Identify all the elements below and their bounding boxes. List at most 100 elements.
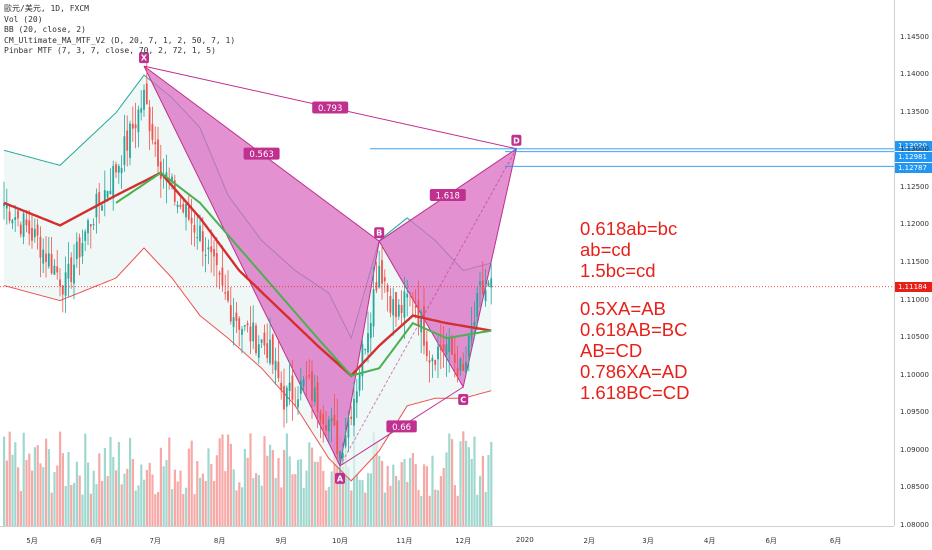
volume-bar <box>137 485 140 526</box>
moving-average-green <box>115 171 492 377</box>
candle-body <box>442 344 445 351</box>
candle-body <box>101 205 103 211</box>
candle-body <box>241 329 243 335</box>
volume-bar <box>313 461 316 526</box>
candle-body <box>322 414 325 424</box>
volume-bar <box>176 481 179 526</box>
legend-volume[interactable]: Vol (20) <box>4 14 43 24</box>
price-tick-label: 1.12000 <box>900 220 929 229</box>
candle-body <box>193 224 196 233</box>
volume-bar <box>131 459 134 526</box>
candle-body <box>98 191 101 205</box>
volume-bar <box>271 449 274 526</box>
volume-bar <box>372 432 375 526</box>
volume-bar <box>73 482 76 526</box>
candle-body <box>210 246 213 253</box>
candle-body <box>490 278 493 288</box>
candle-body <box>383 277 386 282</box>
volume-bar <box>95 484 98 526</box>
candle-body <box>414 305 417 308</box>
candle-body <box>109 190 112 195</box>
candle-body <box>484 290 487 302</box>
point-marker-box <box>458 393 469 405</box>
legend-bollinger[interactable]: BB (20, close, 2) <box>4 25 86 34</box>
volume-bar <box>61 453 64 526</box>
candle-body <box>333 414 336 426</box>
legend-pinbar[interactable]: Pinbar MTF (7, 3, 7, close, 70, 2, 72, 1… <box>4 46 216 55</box>
candle-body <box>358 374 361 391</box>
volume-bar <box>232 469 235 526</box>
candle-body <box>459 358 462 371</box>
price-tick-label: 1.14000 <box>900 70 929 79</box>
volume-bar <box>33 447 36 526</box>
candle-body <box>305 377 308 379</box>
ratio-notes-lower: 0.618ab=bc ab=cd 1.5bc=cd <box>580 218 677 281</box>
candle-body <box>75 241 78 260</box>
price-tick-label: 1.08000 <box>900 521 929 529</box>
legend-ma-mtf[interactable]: CM_Ultimate_MA_MTF_V2 (D, 20, 7, 1, 2, 5… <box>4 35 236 45</box>
volume-bar <box>31 470 34 526</box>
candle-body <box>45 253 47 262</box>
volume-bar <box>81 494 84 526</box>
candle-body <box>263 332 266 346</box>
volume-bar <box>347 467 350 526</box>
candle-body <box>467 335 470 357</box>
volume-bar <box>84 433 87 526</box>
volume-bar <box>481 455 484 526</box>
candle-body <box>143 89 145 110</box>
candle-body <box>487 282 490 287</box>
candle-body <box>271 334 274 365</box>
volume-bar <box>117 442 120 526</box>
note-line: 1.618BC=CD <box>580 382 690 403</box>
volume-bar <box>386 465 389 526</box>
candle-body <box>445 344 448 355</box>
candle-body <box>201 231 204 252</box>
volume-bar <box>11 454 14 526</box>
volume-bar <box>123 473 126 526</box>
candle-body <box>308 374 311 377</box>
volume-bar <box>406 481 409 526</box>
volume-bar <box>434 489 437 526</box>
candle-body <box>319 411 322 421</box>
candle-body <box>154 142 157 145</box>
candle-body <box>89 224 92 227</box>
volume-bar <box>19 491 22 526</box>
volume-bar <box>42 467 45 526</box>
candle-body <box>224 292 227 294</box>
candle-body <box>439 345 442 350</box>
volume-bar <box>445 452 448 526</box>
volume-bar <box>487 455 490 526</box>
volume-bar <box>193 494 196 526</box>
volume-bar <box>344 439 347 526</box>
volume-bar <box>333 436 336 526</box>
volume-bar <box>59 431 62 526</box>
moving-average-red <box>3 171 492 378</box>
volume-bar <box>201 473 204 526</box>
candle-body <box>117 166 120 173</box>
volume-bar <box>274 478 277 526</box>
volume-bar <box>330 471 333 526</box>
volume-bar <box>154 494 157 526</box>
candle-body <box>344 434 347 447</box>
candle-body <box>112 165 115 198</box>
volume-bar <box>246 457 249 526</box>
candle-body <box>453 353 456 364</box>
last-price-label: 1.11184 <box>895 282 932 292</box>
candle-body <box>297 399 299 408</box>
candle-body <box>397 304 400 317</box>
candle-body <box>134 124 137 129</box>
volume-bar <box>358 479 361 526</box>
volume-bar <box>56 465 59 526</box>
time-tick-label: 2月 <box>583 537 595 545</box>
legend-symbol[interactable]: 歐元/美元, 1D, FXCM <box>4 4 89 13</box>
indicator-legend: 歐元/美元, 1D, FXCM Vol (20) BB (20, close, … <box>4 4 235 57</box>
candle-body <box>187 206 190 220</box>
note-line: ab=cd <box>580 239 631 260</box>
candle-body <box>53 265 56 275</box>
volume-bar <box>190 440 193 526</box>
volume-bar <box>266 455 269 526</box>
volume-bar <box>215 455 218 526</box>
volume-bar <box>381 460 384 526</box>
candle-body <box>311 371 313 401</box>
